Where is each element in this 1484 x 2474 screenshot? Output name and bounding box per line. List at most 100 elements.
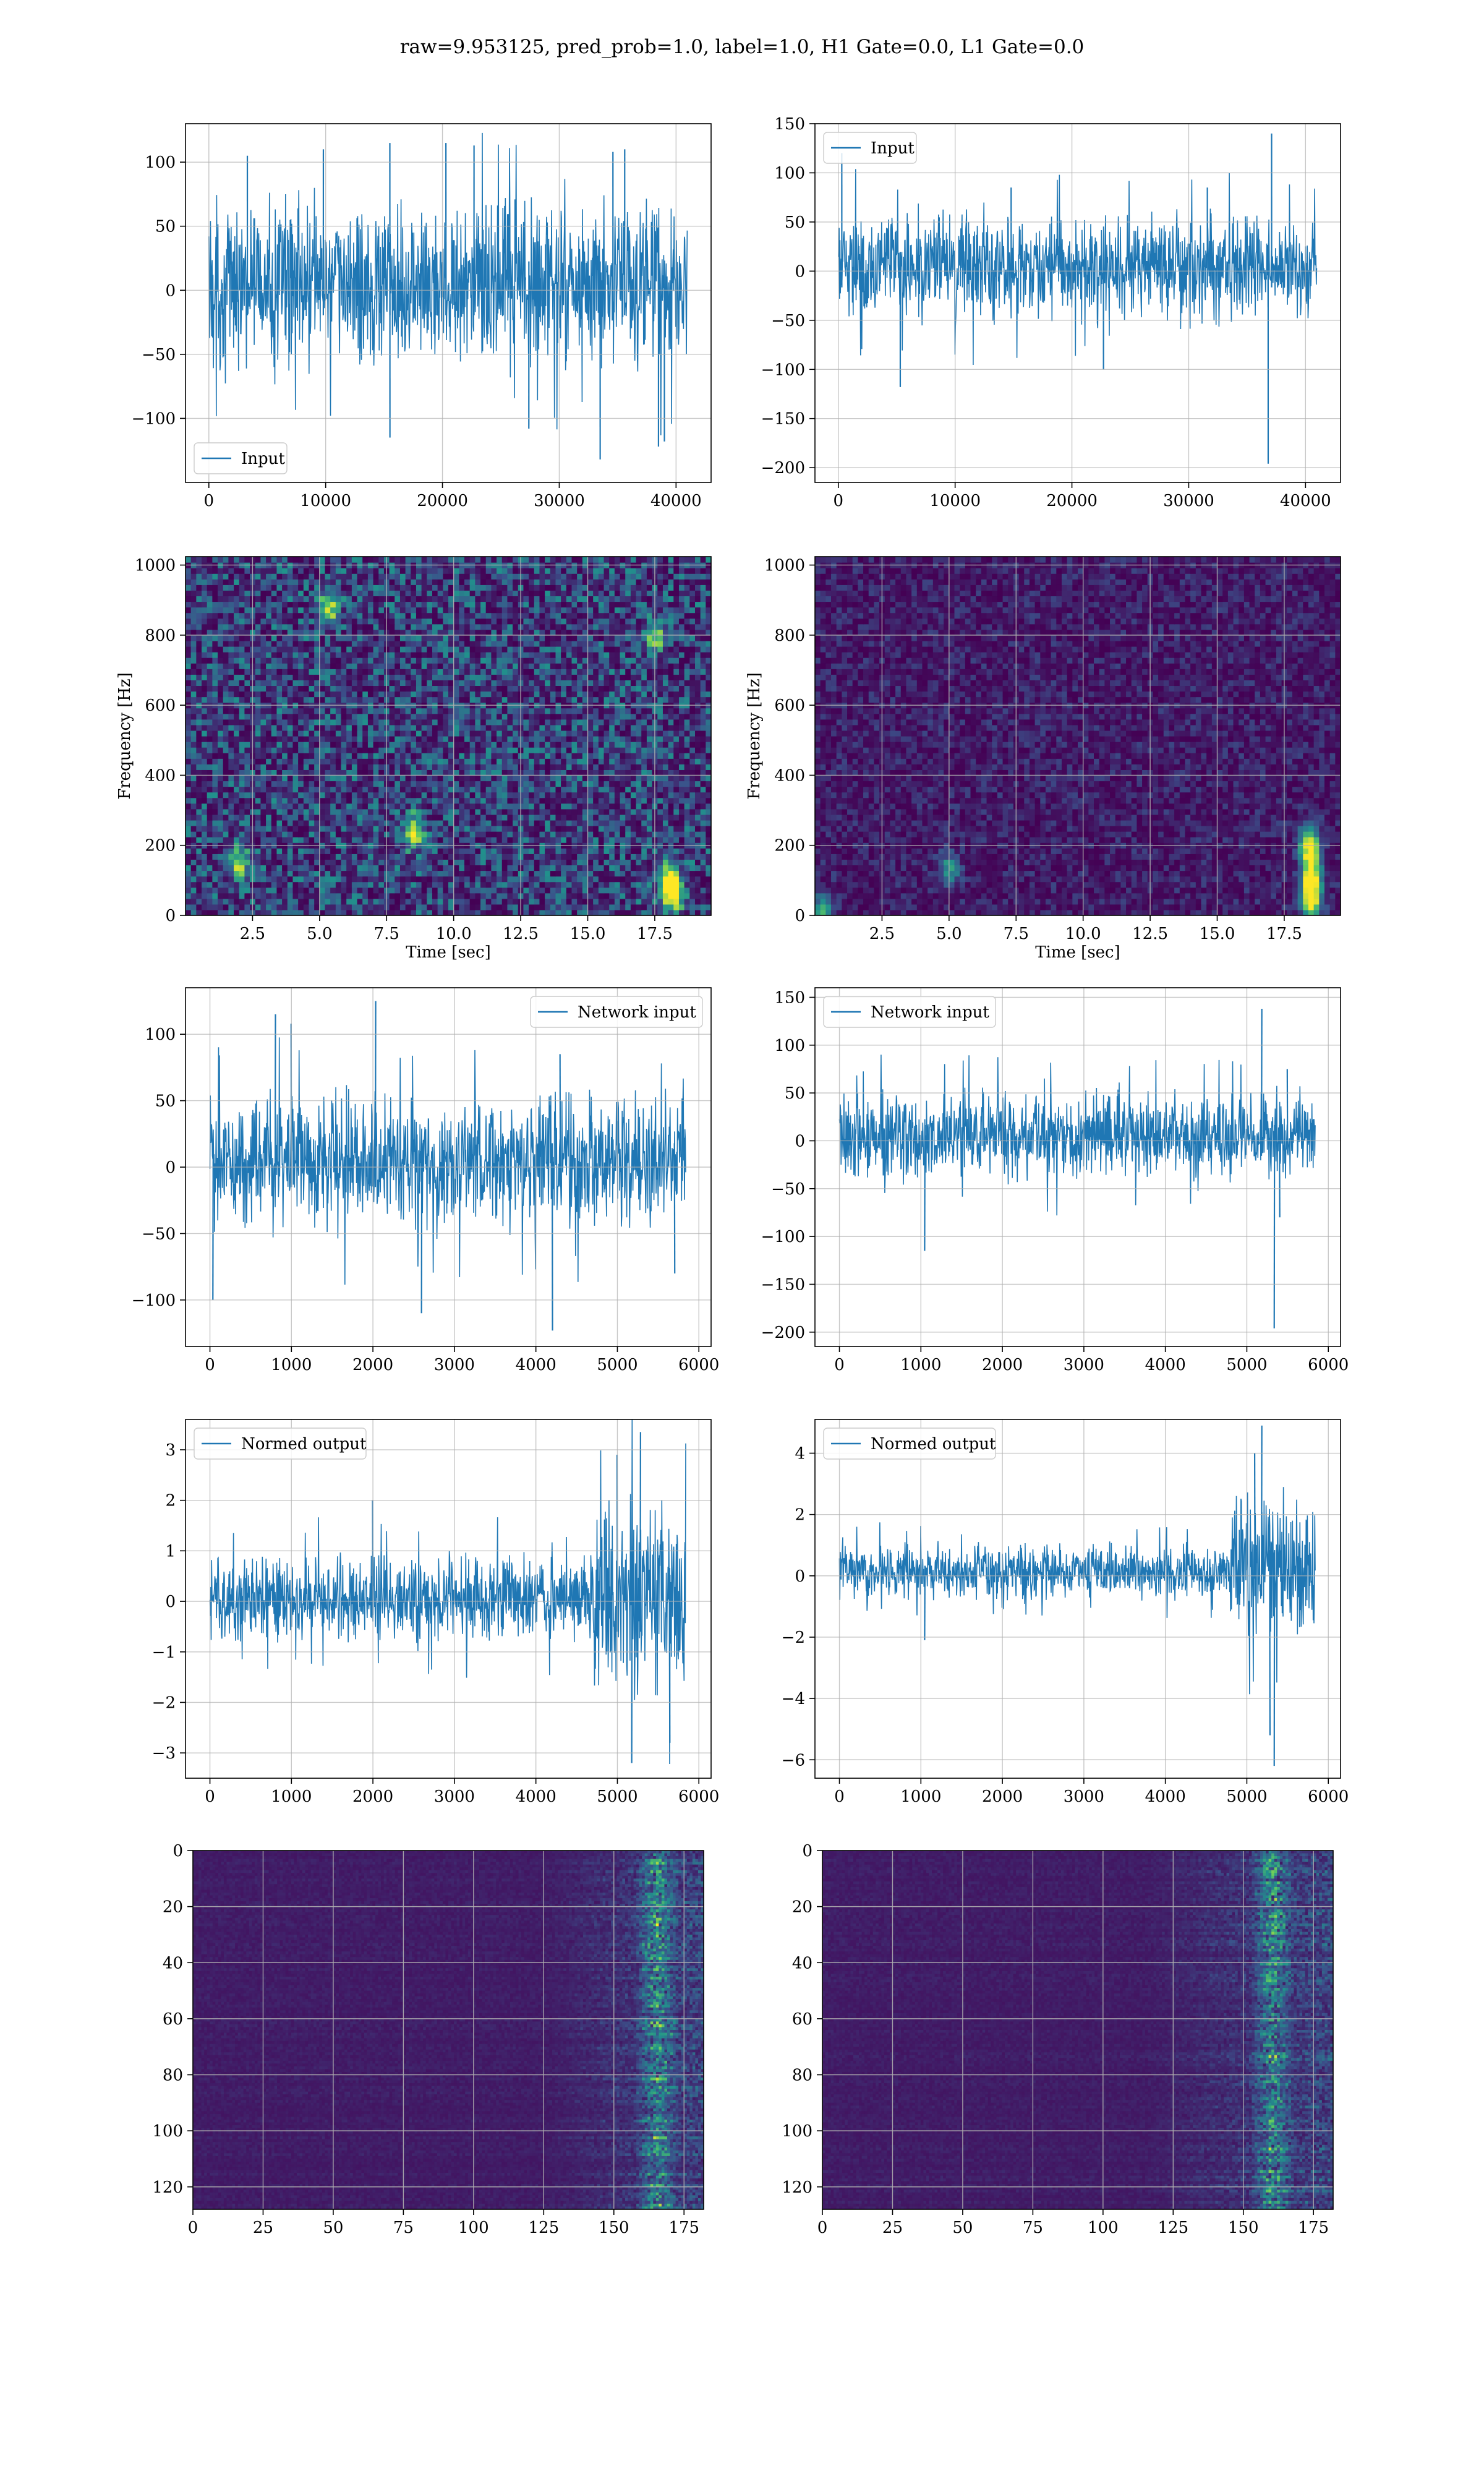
y-tick-label: −200 bbox=[761, 459, 805, 477]
chart-row4-right: 0 1000 2000 3000 4000 5000 6000 −6 −4 −2 0 2 4 Normed… bbox=[782, 1419, 1349, 1806]
x-tick-label: 17.5 bbox=[1266, 925, 1302, 943]
legend-label: Network input bbox=[871, 1003, 989, 1022]
chart-row5-left: 0 25 50 75 100 125 150 175 0 20 40 60 80 100 120 bbox=[152, 1842, 704, 2237]
plot-area bbox=[193, 1851, 704, 2209]
legend: Network input bbox=[530, 996, 703, 1028]
chart-row2-left: 2.5 5.0 7.5 10.0 12.5 15.0 17.5 0 200 400 600 800 10… bbox=[116, 556, 712, 962]
x-tick-label: 6000 bbox=[678, 1356, 719, 1374]
y-tick-label: 150 bbox=[774, 988, 805, 1007]
x-tick-label: 25 bbox=[253, 2219, 273, 2237]
series-peak bbox=[924, 1565, 926, 1640]
x-tick-label: 40000 bbox=[650, 492, 702, 510]
grid bbox=[186, 124, 711, 482]
legend-label: Network input bbox=[578, 1003, 696, 1022]
y-tick-label: −1 bbox=[152, 1643, 176, 1662]
x-tick-label: 100 bbox=[458, 2219, 489, 2237]
axes-frame bbox=[185, 556, 712, 916]
x-tick-label: 50 bbox=[323, 2219, 343, 2237]
x-tick-label: 0 bbox=[205, 1787, 215, 1806]
y-tick-label: −3 bbox=[152, 1744, 176, 1763]
x-tick-label: 5.0 bbox=[307, 925, 332, 943]
legend-label: Normed output bbox=[871, 1435, 996, 1453]
grid bbox=[815, 988, 1341, 1346]
series-peak bbox=[1261, 1009, 1263, 1154]
x-tick-label: 150 bbox=[599, 2219, 629, 2237]
chart-row5-right: 0 25 50 75 100 125 150 175 0 20 40 60 80 100 120 bbox=[782, 1842, 1334, 2237]
series-peak bbox=[639, 1432, 641, 1632]
y-tick-label: 400 bbox=[774, 766, 805, 785]
legend-label: Normed output bbox=[241, 1435, 367, 1453]
x-tick-label: 2000 bbox=[982, 1356, 1023, 1374]
x-tick-label: 3000 bbox=[434, 1787, 475, 1806]
x-tick-label: 125 bbox=[1158, 2219, 1188, 2237]
x-tick-label: 2000 bbox=[982, 1787, 1023, 1806]
axes-frame bbox=[185, 1419, 712, 1779]
series-peak bbox=[631, 1568, 633, 1763]
x-tick-label: 2.5 bbox=[240, 925, 265, 943]
legend: Network input bbox=[823, 996, 996, 1028]
x-tick-label: 10.0 bbox=[436, 925, 472, 943]
x-tick-label: 0 bbox=[834, 1356, 845, 1374]
legend: Normed output bbox=[823, 1427, 996, 1460]
x-tick-label: 6000 bbox=[1308, 1787, 1349, 1806]
x-axis-label: Time [sec] bbox=[1035, 943, 1120, 962]
y-tick-label: 50 bbox=[155, 1092, 176, 1111]
series-line bbox=[838, 1487, 1316, 1695]
x-tick-label: 0 bbox=[205, 1356, 215, 1374]
chart-row1-right: 0 10000 20000 30000 40000 −200 −150 −100 −50 0 50 1… bbox=[761, 115, 1341, 510]
y-tick-label: −4 bbox=[782, 1690, 805, 1708]
x-tick-label: 10000 bbox=[929, 492, 981, 510]
x-tick-label: 100 bbox=[1088, 2219, 1119, 2237]
y-tick-label: 0 bbox=[795, 1567, 805, 1586]
legend: Input bbox=[823, 132, 917, 164]
chart-row3-left: 0 1000 2000 3000 4000 5000 6000 −100 −50 0 50 100 Ne… bbox=[132, 987, 719, 1374]
plot-area bbox=[838, 1425, 1316, 1766]
y-tick-label: 20 bbox=[792, 1898, 812, 1917]
chart-row4-left: 0 1000 2000 3000 4000 5000 6000 −3 −2 −1 0 1 2 3 Norme… bbox=[152, 1419, 719, 1806]
y-tick-label: −100 bbox=[761, 1228, 805, 1246]
axes-frame bbox=[814, 556, 1341, 916]
series-peak bbox=[1279, 1124, 1281, 1218]
x-tick-label: 25 bbox=[882, 2219, 903, 2237]
x-tick-label: 2000 bbox=[352, 1787, 393, 1806]
x-tick-label: 0 bbox=[817, 2219, 828, 2237]
x-tick-label: 0 bbox=[188, 2219, 198, 2237]
plot-area bbox=[208, 132, 688, 460]
plot-area bbox=[186, 557, 711, 915]
x-tick-label: 5000 bbox=[597, 1356, 638, 1374]
y-tick-label: 0 bbox=[165, 1593, 176, 1611]
y-tick-label: 4 bbox=[795, 1445, 805, 1463]
y-tick-label: 600 bbox=[774, 696, 805, 715]
grid bbox=[186, 1419, 711, 1778]
grid bbox=[186, 988, 711, 1346]
series-line bbox=[838, 1055, 1316, 1216]
series-peak bbox=[1273, 1124, 1276, 1329]
x-tick-label: 4000 bbox=[516, 1787, 556, 1806]
x-tick-label: 40000 bbox=[1280, 492, 1331, 510]
x-tick-label: 125 bbox=[528, 2219, 559, 2237]
chart-row1-left: 0 10000 20000 30000 40000 −100 −50 0 50 100 Input bbox=[132, 123, 712, 510]
series-line bbox=[209, 1419, 686, 1765]
x-tick-label: 75 bbox=[393, 2219, 414, 2237]
x-tick-label: 30000 bbox=[534, 492, 585, 510]
x-tick-label: 17.5 bbox=[637, 925, 673, 943]
series-peak bbox=[1261, 1425, 1263, 1596]
series-line bbox=[208, 132, 688, 435]
x-tick-label: 0 bbox=[834, 492, 844, 510]
axes-frame bbox=[822, 1850, 1334, 2210]
x-tick-label: 5000 bbox=[1226, 1787, 1267, 1806]
y-tick-label: 600 bbox=[145, 696, 176, 715]
series-line bbox=[209, 1037, 686, 1285]
legend-label: Input bbox=[241, 450, 285, 468]
series-peak bbox=[1273, 1550, 1276, 1766]
y-tick-label: 800 bbox=[145, 627, 176, 645]
x-tick-label: 175 bbox=[668, 2219, 699, 2237]
y-tick-label: −50 bbox=[142, 1225, 176, 1243]
y-tick-label: 0 bbox=[795, 262, 805, 281]
x-tick-label: 10000 bbox=[300, 492, 351, 510]
y-tick-label: −50 bbox=[142, 346, 176, 364]
y-tick-label: −100 bbox=[132, 1291, 176, 1310]
y-tick-label: 2 bbox=[165, 1492, 176, 1510]
grid bbox=[815, 123, 1341, 482]
y-tick-label: −2 bbox=[782, 1629, 805, 1647]
